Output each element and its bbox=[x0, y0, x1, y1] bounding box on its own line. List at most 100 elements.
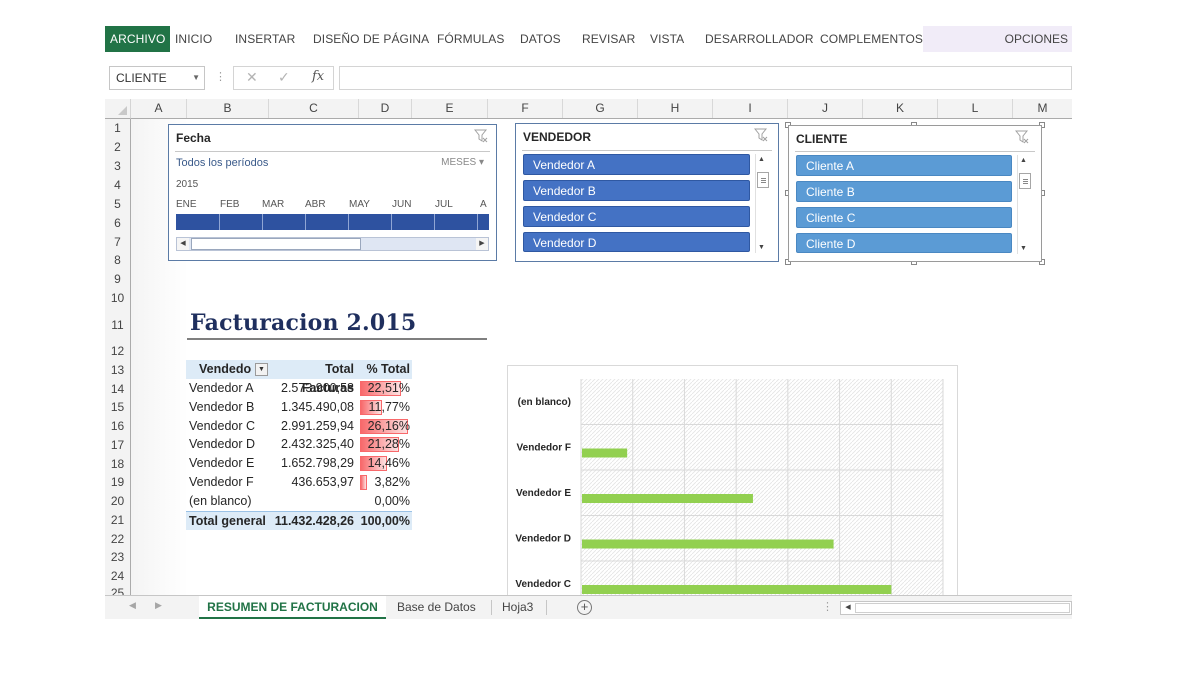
tab-revisar[interactable]: REVISAR bbox=[582, 32, 636, 46]
vendedor-cell[interactable]: (en blanco) bbox=[189, 493, 252, 508]
sheet-nav-right-icon[interactable]: ▶ bbox=[155, 600, 162, 610]
tab-opciones[interactable]: OPCIONES bbox=[1004, 32, 1068, 46]
row-header[interactable]: 16 bbox=[110, 419, 125, 433]
name-box[interactable]: CLIENTE ▼ bbox=[109, 66, 205, 90]
clear-filter-icon[interactable] bbox=[474, 129, 488, 143]
row-header[interactable]: 2 bbox=[114, 140, 121, 154]
row-header[interactable]: 5 bbox=[114, 197, 121, 211]
row-header[interactable]: 9 bbox=[114, 272, 121, 286]
cancel-icon[interactable]: ✕ bbox=[246, 69, 258, 85]
column-header-i[interactable]: I bbox=[713, 99, 788, 118]
column-header-a[interactable]: A bbox=[131, 99, 187, 118]
row-header[interactable]: 24 bbox=[110, 569, 125, 583]
row-header[interactable]: 6 bbox=[114, 216, 121, 230]
vendedor-cell[interactable]: Vendedor E bbox=[189, 456, 255, 471]
pct-cell[interactable]: 11,77% bbox=[360, 398, 410, 417]
row-header[interactable]: 25 bbox=[110, 586, 125, 595]
formula-input[interactable] bbox=[339, 66, 1072, 90]
chart-bar[interactable] bbox=[582, 448, 628, 458]
scroll-up-icon[interactable]: ▲ bbox=[1020, 157, 1027, 164]
scroll-right-icon[interactable]: ▶ bbox=[476, 238, 488, 250]
filter-dropdown-icon[interactable]: ▼ bbox=[255, 363, 268, 376]
chart-bar[interactable] bbox=[582, 494, 753, 503]
tab-inicio[interactable]: INICIO bbox=[175, 32, 213, 46]
row-header[interactable]: 18 bbox=[110, 457, 125, 471]
row-header[interactable]: 1 bbox=[114, 121, 121, 135]
column-header-d[interactable]: D bbox=[359, 99, 412, 118]
timeline-scrollbar[interactable]: ◀ ▶ bbox=[176, 237, 489, 251]
tab-archivo[interactable]: ARCHIVO bbox=[105, 26, 171, 52]
scroll-down-icon[interactable]: ▼ bbox=[758, 244, 765, 251]
column-header-b[interactable]: B bbox=[187, 99, 269, 118]
pct-cell[interactable]: 14,46% bbox=[360, 454, 410, 473]
vendedor-slicer[interactable]: VENDEDOR Vendedor A Vendedor B Vendedor … bbox=[515, 123, 779, 262]
sheet-tab-base-datos[interactable]: Base de Datos bbox=[397, 600, 476, 614]
scroll-down-icon[interactable]: ▼ bbox=[1020, 245, 1027, 252]
tab-diseno-pagina[interactable]: DISEÑO DE PÁGINA bbox=[313, 32, 430, 46]
total-cell[interactable]: 2.432.325,40 bbox=[281, 437, 354, 452]
timeline-scroll-thumb[interactable] bbox=[191, 238, 361, 250]
row-header[interactable]: 23 bbox=[110, 550, 125, 564]
sheet-tab-resumen[interactable]: RESUMEN DE FACTURACION bbox=[199, 596, 386, 619]
row-header[interactable]: 7 bbox=[114, 235, 121, 249]
chart-bar[interactable] bbox=[582, 539, 834, 549]
row-header[interactable]: 10 bbox=[110, 291, 125, 305]
scroll-thumb[interactable] bbox=[757, 172, 769, 188]
column-header-f[interactable]: F bbox=[488, 99, 563, 118]
enter-icon[interactable]: ✓ bbox=[278, 69, 290, 85]
timeline-selection-bar[interactable] bbox=[176, 214, 489, 230]
clear-filter-icon[interactable] bbox=[754, 128, 768, 142]
vendedor-cell[interactable]: Vendedor F bbox=[189, 475, 254, 489]
row-header[interactable]: 14 bbox=[110, 382, 125, 396]
scroll-left-icon[interactable]: ◀ bbox=[177, 238, 189, 250]
insert-function-icon[interactable]: fx bbox=[312, 69, 325, 84]
sheet-nav-left-icon[interactable]: ◀ bbox=[129, 600, 136, 610]
select-all-button[interactable] bbox=[105, 99, 131, 119]
tab-datos[interactable]: DATOS bbox=[520, 32, 561, 46]
column-header-c[interactable]: C bbox=[269, 99, 359, 118]
pct-cell[interactable]: 3,82% bbox=[360, 473, 410, 492]
add-sheet-button[interactable]: + bbox=[577, 600, 592, 615]
slicer-item-vendedor-d[interactable]: Vendedor D bbox=[523, 232, 750, 252]
slicer-item-vendedor-c[interactable]: Vendedor C bbox=[523, 206, 750, 227]
row-header[interactable]: 12 bbox=[110, 344, 125, 358]
column-header-m[interactable]: M bbox=[1037, 101, 1048, 115]
row-header[interactable]: 3 bbox=[114, 159, 121, 173]
scroll-thumb[interactable] bbox=[1019, 173, 1031, 189]
vendedor-cell[interactable]: Vendedor A bbox=[189, 381, 254, 395]
pct-cell[interactable]: 22,51% bbox=[360, 379, 410, 398]
row-header[interactable]: 15 bbox=[110, 400, 125, 414]
cliente-slicer-scrollbar[interactable]: ▲ ▼ bbox=[1017, 155, 1031, 254]
row-header[interactable]: 4 bbox=[114, 178, 121, 192]
tab-vista[interactable]: VISTA bbox=[650, 32, 685, 46]
time-level-dropdown[interactable]: MESES ▾ bbox=[441, 157, 484, 168]
total-cell[interactable]: 2.991.259,94 bbox=[281, 418, 354, 433]
tab-insertar[interactable]: INSERTAR bbox=[235, 32, 296, 46]
column-header-h[interactable]: H bbox=[638, 99, 713, 118]
slicer-item-cliente-a[interactable]: Cliente A bbox=[796, 155, 1012, 176]
tab-complementos[interactable]: COMPLEMENTOS bbox=[820, 32, 923, 46]
chevron-down-icon[interactable]: ▼ bbox=[192, 73, 200, 82]
sales-bar-chart[interactable]: (en blanco) Vendedor F Vendedor E Vendedor … bbox=[507, 365, 958, 596]
row-header[interactable]: 22 bbox=[110, 532, 125, 546]
horizontal-scroll-thumb[interactable] bbox=[855, 603, 1070, 613]
formula-bar-grip-icon[interactable]: ⋮ bbox=[215, 71, 226, 83]
slicer-item-cliente-d[interactable]: Cliente D bbox=[796, 233, 1012, 253]
column-header-k[interactable]: K bbox=[863, 99, 938, 118]
slicer-item-cliente-c[interactable]: Cliente C bbox=[796, 207, 1012, 228]
row-header[interactable]: 21 bbox=[110, 513, 125, 527]
vendedor-cell[interactable]: Vendedor B bbox=[189, 399, 255, 414]
column-header-g[interactable]: G bbox=[563, 99, 638, 118]
vendedor-cell[interactable]: Vendedor D bbox=[189, 437, 256, 452]
resize-handle[interactable] bbox=[1039, 259, 1045, 265]
row-header[interactable]: 17 bbox=[110, 438, 125, 452]
row-header[interactable]: 11 bbox=[111, 318, 124, 332]
pct-cell[interactable]: 26,16% bbox=[360, 417, 410, 436]
fecha-timeline-slicer[interactable]: Fecha Todos los períodos MESES ▾ 2015 EN… bbox=[168, 124, 497, 261]
clear-filter-icon[interactable] bbox=[1015, 130, 1029, 144]
total-cell[interactable]: 1.652.798,29 bbox=[281, 456, 354, 471]
scroll-left-icon[interactable]: ◀ bbox=[845, 604, 851, 611]
tab-desarrollador[interactable]: DESARROLLADOR bbox=[705, 32, 814, 46]
tab-formulas[interactable]: FÓRMULAS bbox=[437, 32, 505, 46]
column-header-e[interactable]: E bbox=[412, 99, 488, 118]
